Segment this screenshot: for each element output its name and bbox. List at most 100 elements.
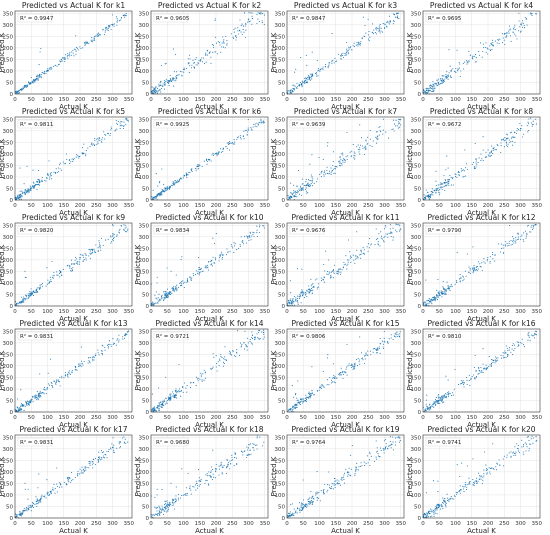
scatter-point bbox=[253, 444, 255, 446]
scatter-point bbox=[398, 230, 400, 232]
scatter-point bbox=[389, 224, 391, 226]
scatter-point bbox=[464, 170, 466, 172]
scatter-point bbox=[34, 78, 36, 81]
scatter-point bbox=[365, 140, 367, 142]
scatter-point bbox=[240, 138, 242, 140]
scatter-point bbox=[434, 300, 436, 302]
scatter-point bbox=[21, 195, 23, 197]
scatter-point bbox=[45, 180, 47, 182]
scatter-point bbox=[396, 331, 398, 333]
scatter-point bbox=[459, 281, 461, 283]
scatter-point bbox=[123, 125, 125, 127]
scatter-point bbox=[96, 35, 98, 38]
scatter-point bbox=[171, 292, 173, 294]
scatter-point bbox=[338, 161, 340, 163]
scatter-point bbox=[448, 394, 450, 396]
scatter-point bbox=[321, 68, 323, 70]
scatter-point bbox=[452, 392, 454, 394]
scatter-point bbox=[199, 271, 201, 274]
scatter-point bbox=[527, 129, 530, 132]
scatter-point bbox=[175, 388, 177, 390]
scatter-point bbox=[346, 343, 348, 346]
scatter-point bbox=[257, 12, 259, 14]
scatter-point bbox=[353, 154, 355, 156]
scatter-point bbox=[323, 281, 325, 283]
scatter-point bbox=[339, 160, 341, 162]
scatter-point bbox=[398, 118, 400, 120]
scatter-point bbox=[372, 33, 374, 35]
scatter-point bbox=[495, 359, 497, 361]
scatter-point bbox=[232, 351, 234, 353]
scatter-point bbox=[71, 480, 73, 482]
scatter-point bbox=[505, 138, 508, 140]
scatter-point bbox=[246, 456, 248, 459]
scatter-point bbox=[398, 121, 400, 123]
scatter-point bbox=[219, 359, 221, 361]
scatter-point bbox=[198, 269, 200, 271]
scatter-point bbox=[42, 391, 44, 394]
scatter-point bbox=[489, 45, 491, 47]
scatter-point bbox=[206, 160, 209, 163]
scatter-point bbox=[178, 180, 180, 182]
scatter-point bbox=[67, 54, 69, 56]
scatter-point bbox=[30, 189, 32, 191]
scatter-point bbox=[446, 184, 448, 186]
scatter-point bbox=[20, 404, 22, 406]
scatter-point bbox=[212, 51, 214, 53]
scatter-point bbox=[474, 354, 476, 357]
scatter-point bbox=[309, 78, 311, 80]
scatter-point bbox=[185, 172, 187, 174]
scatter-point bbox=[513, 28, 515, 30]
scatter-point bbox=[468, 380, 470, 382]
y-tick-label: 250 bbox=[139, 352, 150, 358]
scatter-point bbox=[48, 174, 50, 176]
scatter-point bbox=[38, 395, 40, 397]
scatter-point bbox=[194, 274, 197, 276]
scatter-point bbox=[444, 293, 446, 296]
scatter-point bbox=[157, 507, 159, 509]
scatter-point bbox=[20, 389, 22, 391]
scatter-point bbox=[339, 163, 341, 165]
scatter-point bbox=[23, 507, 25, 509]
scatter-point bbox=[35, 500, 37, 502]
scatter-point bbox=[51, 385, 54, 387]
scatter-point bbox=[449, 174, 451, 176]
scatter-point bbox=[473, 265, 475, 267]
x-tick-label: 250 bbox=[363, 203, 374, 209]
r2-box bbox=[425, 331, 461, 341]
scatter-point bbox=[445, 290, 447, 292]
scatter-point bbox=[512, 27, 515, 30]
scatter-point bbox=[435, 170, 437, 172]
scatter-point bbox=[156, 298, 158, 300]
scatter-point bbox=[175, 495, 177, 497]
scatter-point bbox=[100, 249, 102, 251]
scatter-point bbox=[300, 296, 302, 298]
scatter-point bbox=[358, 361, 360, 363]
scatter-point bbox=[441, 78, 443, 80]
scatter-point bbox=[379, 352, 381, 354]
scatter-point bbox=[220, 355, 222, 357]
scatter-point bbox=[46, 267, 48, 269]
x-tick-label: 200 bbox=[211, 97, 222, 103]
scatter-point bbox=[26, 404, 28, 406]
scatter-point bbox=[501, 42, 504, 44]
scatter-point bbox=[235, 39, 237, 41]
y-tick-label: 150 bbox=[139, 269, 150, 275]
scatter-point bbox=[229, 463, 232, 465]
scatter-point bbox=[249, 20, 251, 22]
scatter-point bbox=[496, 42, 498, 44]
y-tick-label: 150 bbox=[3, 269, 14, 275]
scatter-point bbox=[491, 145, 493, 147]
scatter-point bbox=[510, 351, 512, 353]
scatter-point bbox=[328, 384, 330, 386]
scatter-point bbox=[106, 132, 108, 134]
scatter-point bbox=[263, 441, 265, 443]
scatter-point bbox=[506, 347, 508, 349]
scatter-point bbox=[339, 156, 341, 158]
scatter-point bbox=[464, 270, 466, 272]
scatter-point bbox=[33, 182, 35, 184]
scatter-point bbox=[292, 405, 294, 407]
scatter-point bbox=[485, 151, 487, 153]
scatter-point bbox=[454, 368, 456, 371]
